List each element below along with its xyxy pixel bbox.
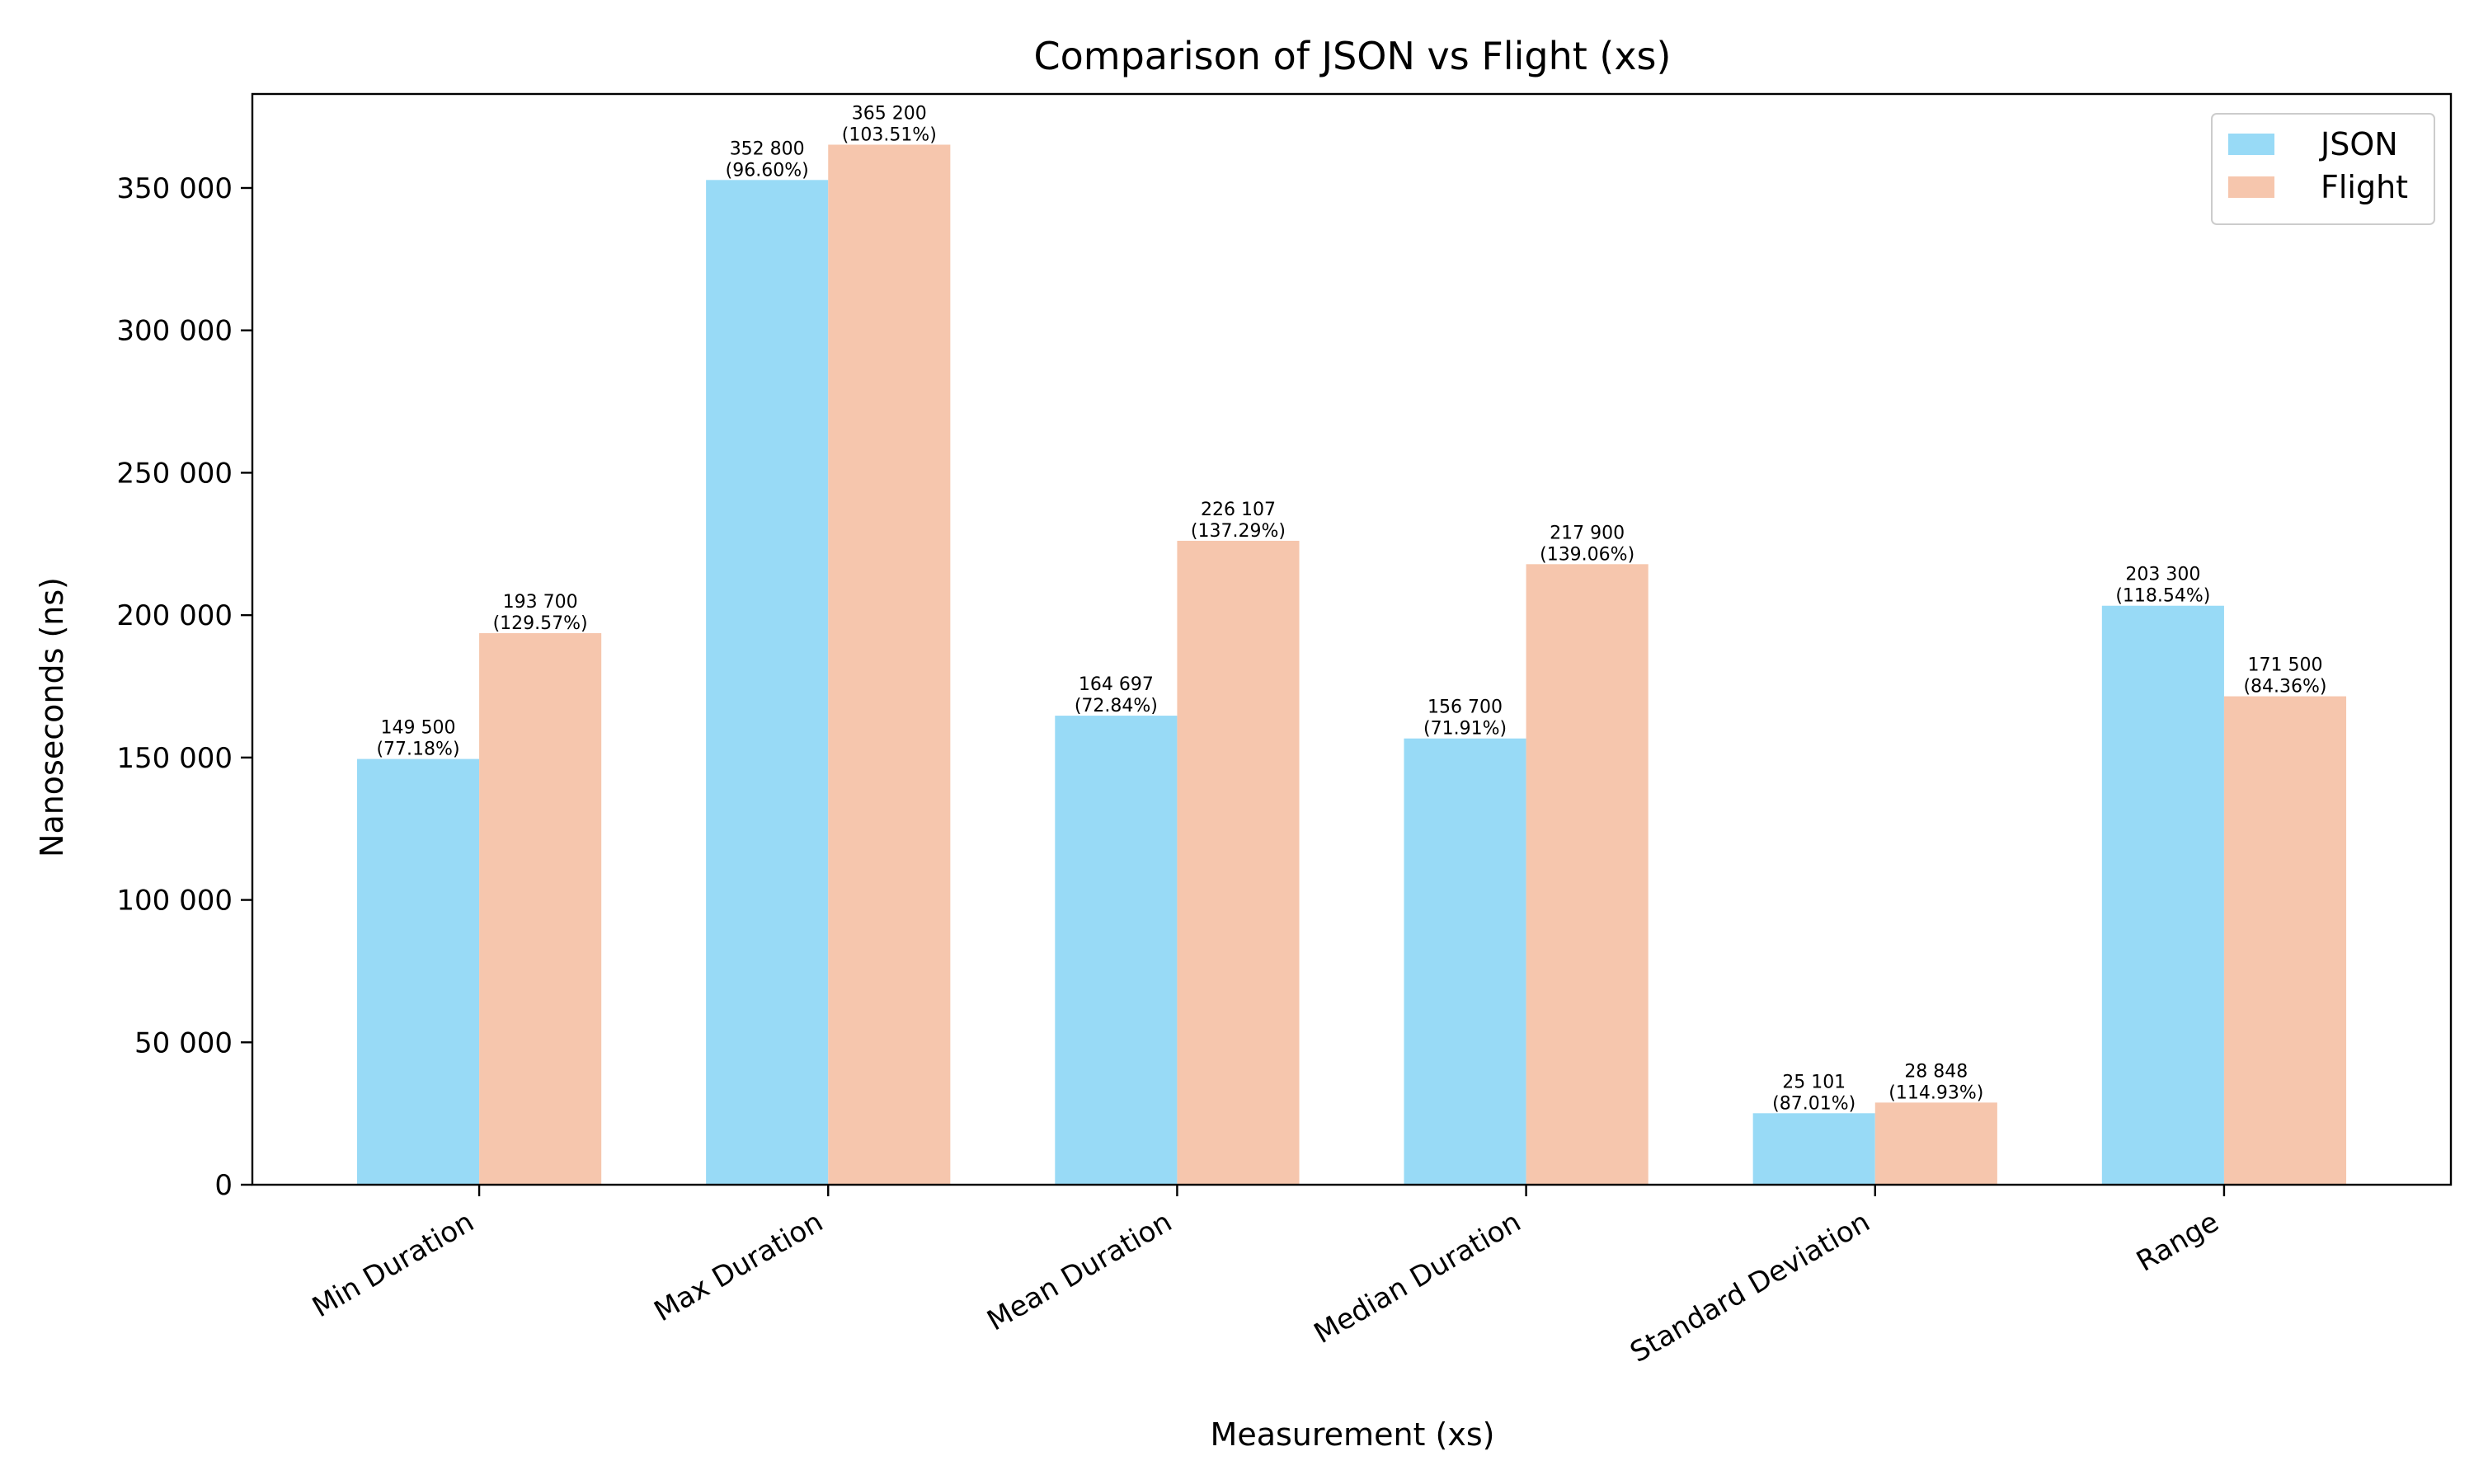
bar-flight — [1177, 540, 1300, 1185]
bar-json — [2101, 605, 2224, 1185]
bar-value-label: 171 500 — [2247, 655, 2322, 676]
y-axis: 0 50 000 100 000 150 000 200 000 250 000 300 0… — [116, 172, 252, 1202]
y-tick-label: 0 — [214, 1169, 233, 1202]
bar-percent-label: (129.57%) — [493, 613, 588, 634]
x-tick-label: Standard Deviation — [1625, 1205, 1875, 1369]
y-tick-label: 300 000 — [116, 315, 233, 348]
x-axis: Min Duration Max Duration Mean Duration Med… — [307, 1185, 2226, 1369]
bar-flight — [1874, 1102, 1997, 1185]
bar-json — [1752, 1113, 1875, 1185]
bar-value-label: 365 200 — [852, 103, 927, 124]
bar-value-label: 28 848 — [1904, 1061, 1968, 1082]
bar-percent-label: (71.91%) — [1423, 719, 1507, 740]
bar-value-label: 193 700 — [503, 592, 578, 613]
bar-labels: 149 500(77.18%) 193 700(129.57%) 352 800(9… — [376, 103, 2326, 1114]
legend-swatch-json — [2228, 134, 2274, 155]
bar-percent-label: (118.54%) — [2115, 586, 2210, 607]
bar-percent-label: (103.51%) — [842, 124, 937, 145]
x-tick-label: Range — [2131, 1205, 2224, 1279]
bar-flight — [828, 144, 951, 1185]
y-tick-label: 150 000 — [116, 742, 233, 775]
bar-value-label: 164 697 — [1079, 674, 1154, 695]
bar-percent-label: (87.01%) — [1772, 1093, 1856, 1114]
x-tick-label: Mean Duration — [981, 1205, 1177, 1337]
x-tick-label: Median Duration — [1309, 1205, 1526, 1350]
bars — [356, 144, 2347, 1186]
y-tick-label: 250 000 — [116, 457, 233, 490]
bar-value-label: 352 800 — [730, 139, 805, 159]
legend-label-json: JSON — [2319, 126, 2398, 162]
bar-percent-label: (114.93%) — [1888, 1082, 1983, 1103]
chart-title: Comparison of JSON vs Flight (xs) — [1034, 34, 1672, 78]
bar-percent-label: (96.60%) — [726, 160, 809, 181]
bar-json — [1055, 716, 1178, 1185]
bar-flight — [479, 632, 602, 1185]
bar-flight — [1526, 564, 1649, 1185]
bar-percent-label: (77.18%) — [376, 740, 459, 760]
legend: JSON Flight — [2211, 113, 2435, 225]
plot-frame — [251, 92, 2453, 1186]
bar-percent-label: (137.29%) — [1191, 521, 1286, 542]
bar-percent-label: (139.06%) — [1540, 544, 1634, 565]
bar-json — [356, 758, 480, 1185]
y-tick-label: 100 000 — [116, 885, 233, 918]
bar-value-label: 156 700 — [1427, 697, 1503, 718]
legend-label-flight: Flight — [2321, 169, 2408, 205]
y-tick-label: 350 000 — [116, 172, 233, 205]
x-tick-label: Max Duration — [649, 1205, 829, 1328]
bar-percent-label: (84.36%) — [2243, 677, 2326, 697]
bar-value-label: 203 300 — [2125, 565, 2200, 585]
legend-swatch-flight — [2228, 176, 2274, 198]
bar-json — [1404, 738, 1526, 1185]
bar-value-label: 149 500 — [381, 718, 456, 739]
bar-percent-label: (72.84%) — [1075, 696, 1158, 716]
x-tick-label: Min Duration — [307, 1205, 479, 1324]
bar-value-label: 25 101 — [1782, 1072, 1846, 1092]
y-tick-label: 50 000 — [134, 1026, 233, 1059]
bar-json — [706, 180, 829, 1186]
bar-flight — [2223, 696, 2347, 1185]
x-axis-title: Measurement (xs) — [1211, 1416, 1495, 1453]
y-tick-label: 200 000 — [116, 599, 233, 632]
bar-value-label: 226 107 — [1201, 500, 1276, 520]
y-axis-title: Nanoseconds (ns) — [34, 577, 70, 857]
bar-value-label: 217 900 — [1550, 523, 1625, 543]
